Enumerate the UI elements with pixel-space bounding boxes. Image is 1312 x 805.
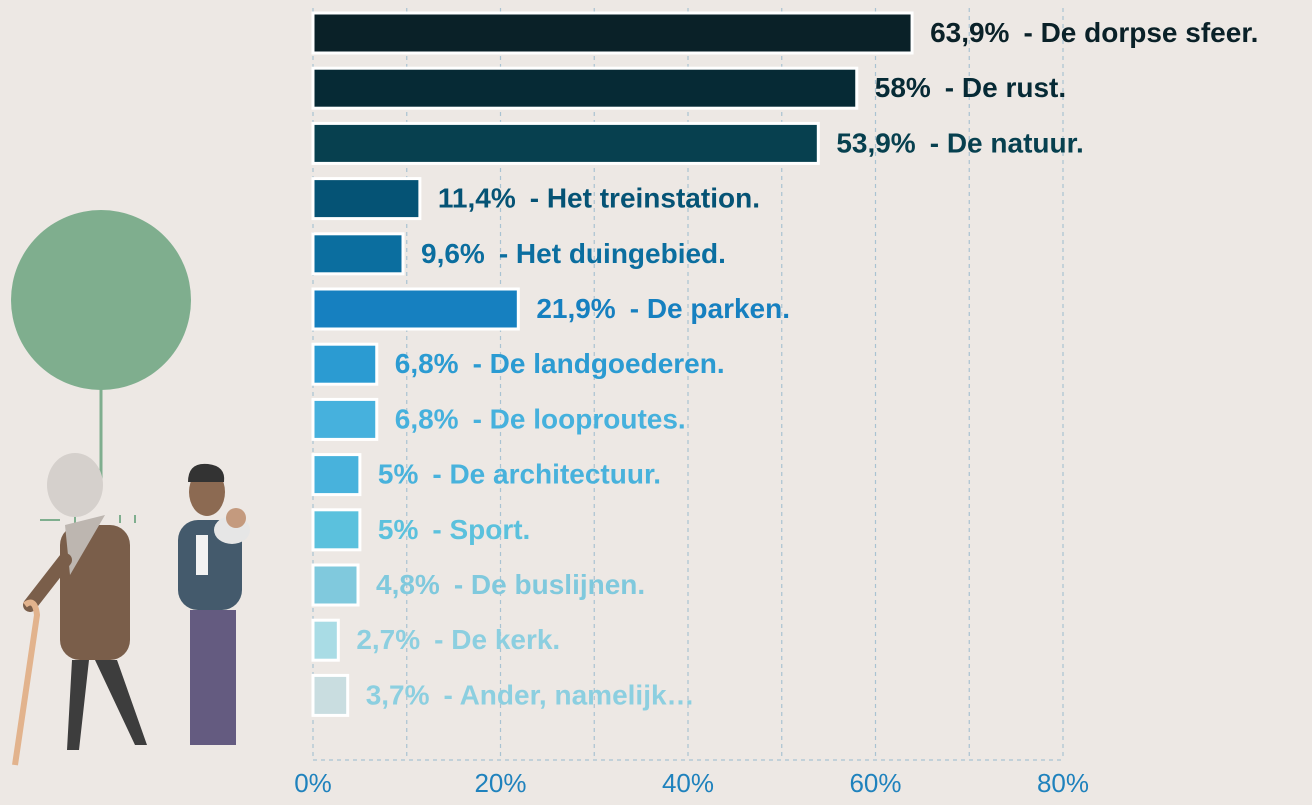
chart: 0% 20% 40% 60% 80% 63,9% - De dorpse sfeer. 58%… <box>0 0 1312 805</box>
bar-label: 21,9% - De parken. <box>536 293 790 324</box>
x-tick-label: 60% <box>849 768 901 798</box>
category-label: - De buslijnen. <box>454 569 645 600</box>
illustration <box>11 210 250 765</box>
value-label: 5% <box>378 514 419 545</box>
x-tick-label: 0% <box>294 768 332 798</box>
category-label: - De kerk. <box>434 625 560 656</box>
bar <box>313 455 360 495</box>
category-label: - Het treinstation. <box>530 183 760 214</box>
x-tick-label: 80% <box>1037 768 1089 798</box>
bar-label: 9,6% - Het duingebied. <box>421 238 726 269</box>
value-label: 4,8% <box>376 569 440 600</box>
bar <box>313 399 377 439</box>
value-label: 11,4% <box>438 183 516 214</box>
bar <box>313 675 348 715</box>
category-label: - De looproutes. <box>473 404 686 435</box>
value-label: 5% <box>378 459 419 490</box>
value-label: 2,7% <box>356 625 420 656</box>
bar <box>313 123 818 163</box>
category-label: - Sport. <box>432 514 530 545</box>
bar-label: 6,8% - De landgoederen. <box>395 349 725 380</box>
bar-label: 5% - De architectuur. <box>378 459 661 490</box>
category-label: - Ander, namelijk… <box>444 680 695 711</box>
bar <box>313 68 857 108</box>
bar <box>313 289 518 329</box>
value-label: 6,8% <box>395 404 459 435</box>
bar-label: 4,8% - De buslijnen. <box>376 569 645 600</box>
x-tick-label: 20% <box>474 768 526 798</box>
bar-label: 63,9% - De dorpse sfeer. <box>930 17 1258 48</box>
value-label: 63,9% <box>930 17 1009 48</box>
bar-label: 5% - Sport. <box>378 514 530 545</box>
bar <box>313 344 377 384</box>
category-label: - De rust. <box>945 73 1066 104</box>
category-label: - De parken. <box>630 293 790 324</box>
category-label: - Het duingebied. <box>499 238 726 269</box>
bar-label: 6,8% - De looproutes. <box>395 404 686 435</box>
bar-label: 3,7% - Ander, namelijk… <box>366 680 695 711</box>
category-label: - De natuur. <box>930 128 1084 159</box>
bar-label: 11,4% - Het treinstation. <box>438 183 760 214</box>
bar <box>313 510 360 550</box>
bar-label: 2,7% - De kerk. <box>356 625 560 656</box>
value-label: 6,8% <box>395 349 459 380</box>
value-label: 53,9% <box>836 128 915 159</box>
bar-label: 58% - De rust. <box>875 73 1066 104</box>
category-label: - De architectuur. <box>432 459 661 490</box>
value-label: 58% <box>875 73 931 104</box>
category-label: - De landgoederen. <box>473 349 725 380</box>
value-label: 9,6% <box>421 238 485 269</box>
bar <box>313 234 403 274</box>
bar-label: 53,9% - De natuur. <box>836 128 1083 159</box>
bar <box>313 565 358 605</box>
bar <box>313 13 912 53</box>
bar <box>313 620 338 660</box>
x-tick-label: 40% <box>662 768 714 798</box>
category-label: - De dorpse sfeer. <box>1023 17 1258 48</box>
bar <box>313 179 420 219</box>
value-label: 3,7% <box>366 680 430 711</box>
value-label: 21,9% <box>536 293 615 324</box>
